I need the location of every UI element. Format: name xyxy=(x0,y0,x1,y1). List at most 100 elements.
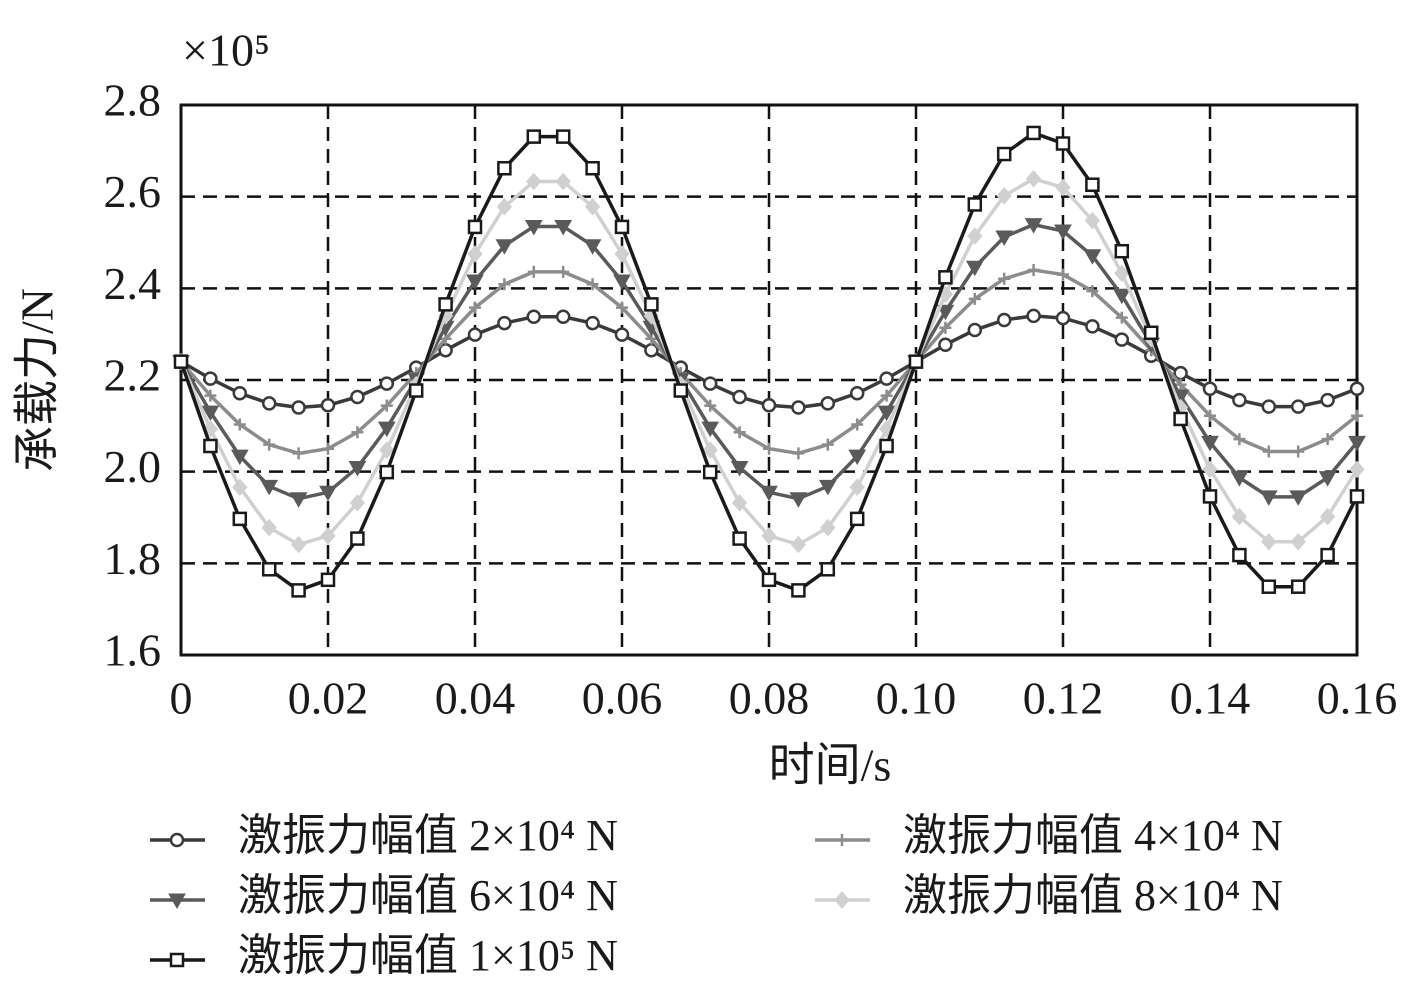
point xyxy=(878,420,895,438)
point xyxy=(495,239,514,255)
point xyxy=(290,535,307,554)
point xyxy=(996,312,1012,328)
point xyxy=(733,426,746,439)
point xyxy=(820,518,836,537)
point xyxy=(908,354,924,369)
point xyxy=(173,354,189,369)
point xyxy=(320,527,336,545)
point xyxy=(1292,445,1305,458)
point xyxy=(1261,533,1277,551)
point xyxy=(1321,433,1334,446)
point xyxy=(1086,285,1099,298)
y-tick-label: 2.2 xyxy=(104,350,162,401)
point xyxy=(1024,218,1043,234)
point xyxy=(498,278,511,291)
point xyxy=(1351,409,1363,422)
point xyxy=(880,389,893,402)
point xyxy=(732,389,747,405)
point xyxy=(438,297,453,312)
point xyxy=(555,309,571,324)
point xyxy=(554,219,573,236)
point xyxy=(968,292,981,305)
point xyxy=(379,464,395,480)
point xyxy=(1348,435,1366,452)
point xyxy=(1232,547,1247,563)
point xyxy=(1114,332,1130,347)
point xyxy=(791,583,806,598)
point xyxy=(1112,288,1131,305)
point xyxy=(761,397,777,413)
point xyxy=(789,492,808,508)
point xyxy=(322,442,334,455)
point xyxy=(614,327,630,342)
point xyxy=(169,832,185,848)
point xyxy=(527,265,540,278)
point xyxy=(348,461,367,477)
point xyxy=(818,479,837,496)
legend-label: 激振力幅值 8×10⁴ N xyxy=(903,871,1283,920)
y-tick-label: 2.4 xyxy=(104,258,162,309)
point xyxy=(380,399,393,412)
point xyxy=(320,572,336,588)
legend-label: 激振力幅值 1×10⁵ N xyxy=(238,931,618,980)
point xyxy=(586,278,599,291)
point xyxy=(467,327,483,342)
point xyxy=(834,891,850,909)
point xyxy=(350,531,365,546)
point xyxy=(1114,264,1130,282)
point xyxy=(938,337,953,352)
point xyxy=(1143,325,1159,341)
point xyxy=(1319,507,1336,526)
point xyxy=(467,245,483,263)
point xyxy=(555,172,571,191)
point xyxy=(1083,249,1102,265)
point xyxy=(585,315,600,331)
point xyxy=(732,531,747,546)
point xyxy=(261,396,277,411)
point xyxy=(1231,507,1248,526)
point xyxy=(820,396,836,411)
point xyxy=(1201,435,1219,452)
point xyxy=(320,397,336,413)
point xyxy=(1262,445,1275,458)
point xyxy=(202,420,219,438)
point xyxy=(702,464,718,480)
point xyxy=(379,441,395,459)
x-tick-label: 0.06 xyxy=(582,673,663,724)
point xyxy=(1027,264,1040,276)
point xyxy=(1173,411,1188,427)
point xyxy=(701,421,720,438)
point xyxy=(820,562,836,577)
point xyxy=(996,146,1012,162)
point xyxy=(408,383,424,398)
legend-label: 激振力幅值 4×10⁴ N xyxy=(903,811,1283,860)
point xyxy=(877,405,896,422)
point xyxy=(673,383,689,398)
point xyxy=(792,447,805,460)
point xyxy=(1290,579,1306,594)
point xyxy=(319,485,337,502)
point xyxy=(704,399,717,412)
point xyxy=(1320,547,1335,563)
point xyxy=(1085,177,1100,192)
point xyxy=(1289,490,1308,506)
point xyxy=(1349,381,1365,396)
point xyxy=(1084,211,1101,230)
point xyxy=(1320,392,1335,408)
point xyxy=(291,583,306,598)
y-axis-label: 承载力/N xyxy=(12,288,63,472)
point xyxy=(1290,533,1306,551)
point xyxy=(169,952,185,968)
point xyxy=(203,371,218,386)
plot-frame xyxy=(179,103,1359,657)
point xyxy=(168,893,186,910)
point xyxy=(261,518,277,537)
point xyxy=(730,461,749,477)
point xyxy=(1057,268,1069,281)
point xyxy=(1055,310,1071,326)
point xyxy=(1261,579,1277,594)
point xyxy=(350,389,365,405)
point xyxy=(289,492,308,508)
point xyxy=(291,400,306,415)
point xyxy=(233,418,246,431)
